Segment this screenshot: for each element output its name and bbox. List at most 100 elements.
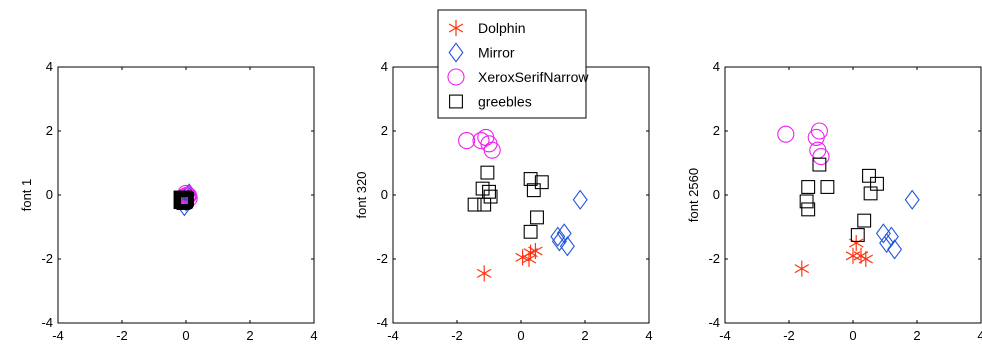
point-square bbox=[179, 193, 194, 208]
x-tick-label: 0 bbox=[517, 328, 524, 343]
point-diamond bbox=[572, 189, 588, 210]
point-diamond bbox=[879, 232, 895, 254]
x-tick-label: -4 bbox=[719, 328, 731, 343]
x-tick-label: 4 bbox=[645, 328, 652, 343]
y-tick-label: 4 bbox=[713, 59, 720, 74]
point-square bbox=[801, 202, 816, 217]
x-tick-label: -2 bbox=[783, 328, 795, 343]
y-tick-label: 4 bbox=[46, 59, 53, 74]
series-mirror bbox=[875, 189, 920, 260]
legend-label: greebles bbox=[478, 94, 532, 110]
series-dolphin bbox=[476, 243, 543, 282]
point-asterisk bbox=[858, 251, 874, 267]
point-circle bbox=[807, 128, 825, 146]
point-square bbox=[523, 224, 538, 239]
point-diamond bbox=[904, 189, 920, 210]
point-asterisk bbox=[476, 265, 492, 282]
series-greebles bbox=[799, 157, 884, 242]
point-diamond bbox=[875, 223, 891, 244]
y-tick-label: 0 bbox=[713, 187, 720, 202]
point-circle bbox=[472, 132, 490, 150]
point-circle bbox=[812, 148, 830, 166]
y-tick-label: 2 bbox=[381, 123, 388, 138]
legend-marker-diamond bbox=[448, 42, 464, 63]
subplot-1: -4 -2 0 2 4 -4 -2 0 2 4 font 1 bbox=[19, 59, 318, 343]
x-tick-label: 0 bbox=[849, 328, 856, 343]
y-tick-label: -4 bbox=[41, 315, 53, 330]
point-diamond bbox=[550, 226, 566, 247]
legend-entry: Mirror bbox=[448, 42, 515, 63]
point-square bbox=[801, 180, 816, 194]
point-square bbox=[863, 186, 878, 201]
series-xeroxserifnarrow bbox=[458, 128, 501, 159]
point-square bbox=[467, 197, 482, 212]
legend: Dolphin Mirror XeroxSerifNarrow greebles bbox=[437, 9, 589, 119]
point-square bbox=[523, 172, 538, 186]
point-square bbox=[820, 180, 835, 194]
x-tick-label: 4 bbox=[977, 328, 982, 343]
series-mirror bbox=[550, 189, 588, 257]
point-diamond bbox=[556, 223, 572, 244]
y-axis-label: font 2560 bbox=[686, 168, 701, 222]
point-asterisk bbox=[845, 247, 861, 264]
x-tick-label: -2 bbox=[116, 328, 128, 343]
series-xeroxserifnarrow bbox=[777, 122, 830, 166]
legend-marker-square bbox=[449, 94, 463, 109]
point-circle bbox=[458, 132, 476, 150]
y-tick-label: -2 bbox=[376, 251, 388, 266]
point-circle bbox=[777, 125, 795, 143]
subplot-3: -4 -2 0 2 4 -4 -2 0 2 4 font 2560 bbox=[686, 59, 982, 343]
legend-marker-circle bbox=[447, 68, 465, 86]
y-tick-label: 2 bbox=[713, 123, 720, 138]
data-points bbox=[458, 128, 588, 282]
point-asterisk bbox=[521, 251, 537, 267]
x-tick-label: -4 bbox=[387, 328, 399, 343]
point-square bbox=[530, 210, 544, 225]
point-square bbox=[850, 228, 865, 242]
point-asterisk bbox=[528, 243, 543, 259]
point-diamond bbox=[551, 231, 567, 252]
x-tick-label: 0 bbox=[182, 328, 189, 343]
series-greebles bbox=[467, 165, 549, 239]
point-square bbox=[799, 194, 814, 209]
y-tick-label: 0 bbox=[381, 187, 388, 202]
point-square-overlap bbox=[173, 190, 193, 210]
point-diamond bbox=[559, 236, 575, 257]
y-axis-label: font 1 bbox=[19, 179, 34, 212]
plot-area bbox=[724, 66, 982, 324]
y-tick-label: -4 bbox=[708, 315, 720, 330]
point-square bbox=[477, 197, 492, 212]
x-tick-label: -4 bbox=[52, 328, 64, 343]
data-points bbox=[173, 183, 198, 217]
legend-marker-asterisk bbox=[448, 20, 464, 36]
y-tick-label: -4 bbox=[376, 315, 388, 330]
point-square bbox=[480, 165, 495, 180]
point-square bbox=[534, 175, 549, 190]
subplots: -4 -2 0 2 4 -4 -2 0 2 4 font 1 -4 -2 0 2 4 -4 -2 0 2 4 font 3… bbox=[19, 59, 982, 343]
legend-label: Mirror bbox=[478, 45, 515, 61]
y-tick-label: 2 bbox=[46, 123, 53, 138]
y-tick-label: -2 bbox=[708, 251, 720, 266]
legend-label: XeroxSerifNarrow bbox=[478, 69, 589, 85]
point-square bbox=[862, 168, 876, 183]
y-axis-label: font 320 bbox=[354, 172, 369, 219]
legend-label: Dolphin bbox=[478, 20, 525, 36]
legend-entry: Dolphin bbox=[448, 20, 525, 36]
point-square bbox=[857, 213, 872, 228]
data-points bbox=[777, 122, 920, 277]
point-circle bbox=[477, 128, 495, 146]
legend-entry: XeroxSerifNarrow bbox=[447, 68, 589, 86]
x-tick-label: 4 bbox=[310, 328, 317, 343]
legend-entry: greebles bbox=[449, 94, 532, 110]
x-tick-label: 2 bbox=[913, 328, 920, 343]
point-square bbox=[812, 157, 827, 172]
x-tick-label: 2 bbox=[246, 328, 253, 343]
point-asterisk bbox=[794, 260, 810, 277]
y-tick-label: -2 bbox=[41, 251, 53, 266]
point-diamond bbox=[887, 239, 903, 260]
x-tick-label: -2 bbox=[451, 328, 463, 343]
y-tick-label: 4 bbox=[381, 59, 388, 74]
x-tick-label: 2 bbox=[581, 328, 588, 343]
y-tick-label: 0 bbox=[46, 187, 53, 202]
